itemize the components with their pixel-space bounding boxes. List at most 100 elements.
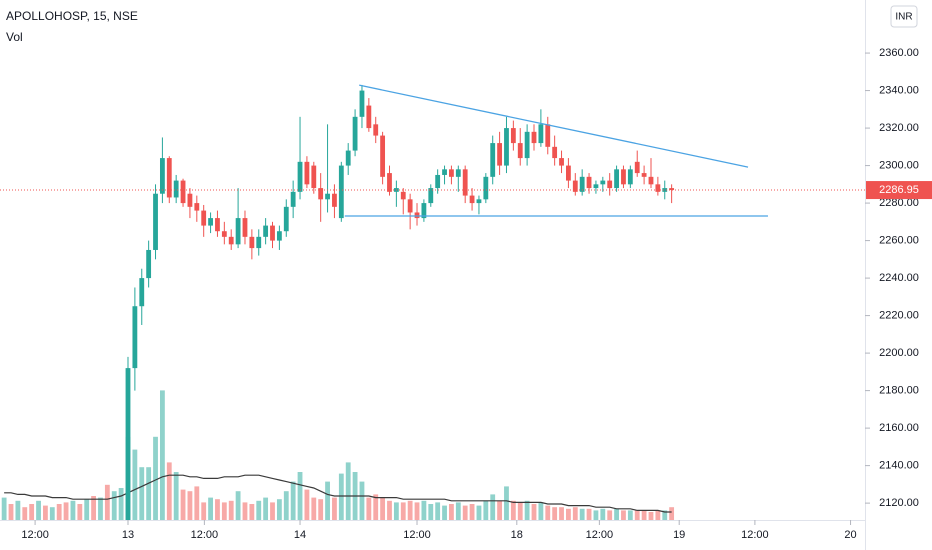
volume-bar [593,510,599,520]
volume-bar [194,486,200,520]
x-tick-label: 12:00 [403,529,431,541]
candle-body [325,193,330,200]
candle-body [201,210,207,226]
candle-body [338,165,344,219]
candle-body [242,218,248,237]
volume-bar [118,488,124,520]
volume-bar [469,504,475,520]
volume-bar [359,481,365,520]
volume-bar [139,467,145,520]
volume-bar [8,504,14,520]
volume-bar [318,499,324,520]
plot-area [0,84,865,520]
candle-body [352,116,358,151]
volume-bar [263,497,269,520]
volume-bar [662,510,668,520]
candle-body [669,188,675,191]
volume-bar [414,502,420,520]
volume-bar [256,500,262,520]
volume-bar [332,497,337,520]
volume-bar [476,505,482,520]
candle-body [600,180,606,185]
candle-body [593,184,599,189]
candle-body [655,184,661,192]
candle-body [166,158,172,198]
volume-bar [242,502,248,520]
volume-bar [63,502,69,520]
candle-body [634,161,640,174]
candle-body [455,169,461,177]
candle-body [483,176,489,200]
volume-bar [1,497,7,520]
y-tick-label: 2240.00 [879,272,919,284]
candle-body [304,161,310,185]
volume-bar [566,508,571,520]
candle-body [221,231,227,237]
chart-title: APOLLOHOSP, 15, NSE [6,9,138,23]
y-tick-label: 2180.00 [879,385,919,397]
candle-body [173,180,179,198]
volume-bar [531,504,537,520]
candle-body [387,173,392,192]
candle-body [545,124,551,147]
volume-bar [517,502,523,520]
volume-bar [572,507,578,520]
volume-bar [36,500,41,520]
last-price-label: 2286.95 [879,184,919,196]
candle-body [249,236,255,249]
candle-body [359,90,365,117]
y-tick-label: 2160.00 [879,422,919,434]
volume-bar [552,507,558,520]
candle-body [215,218,220,232]
candle-body [276,231,282,241]
x-tick-label: 12:00 [21,529,49,541]
volume-bar [497,500,503,520]
currency-label[interactable]: INR [895,12,912,23]
volume-bar [655,510,661,520]
volume-bar [228,500,234,520]
volume-bar [614,508,619,520]
y-tick-label: 2360.00 [879,47,919,59]
volume-bar [159,390,165,520]
volume-bar [325,481,330,520]
candle-body [414,212,420,219]
volume-bar [132,449,138,520]
volume-bar [297,472,303,520]
currency-badge[interactable] [890,5,918,28]
candle-body [662,188,668,192]
candle-body [648,176,654,185]
volume-bar [111,491,117,520]
volume-bar [407,500,413,520]
candle-body [614,169,619,189]
volume-bar [283,491,289,520]
candle-body [428,188,434,204]
volume-bar [607,510,613,520]
candle-body [132,306,138,369]
volume-bar [84,499,90,520]
volume-bar [393,502,399,520]
x-tick-label: 12:00 [741,529,769,541]
volume-label: Vol [6,30,23,44]
volume-bar [249,504,255,520]
volume-ma-line [4,474,672,513]
volume-bar [15,500,21,520]
candle-body [538,124,544,144]
volume-bar [462,505,468,520]
volume-bar [449,504,454,520]
candle-body [586,176,592,189]
candle-body [318,188,324,200]
volume-bar [669,507,675,520]
candle-body [524,131,530,159]
volume-bar [221,502,227,520]
candle-body [270,225,275,241]
volume-bar [455,502,461,520]
y-tick-label: 2140.00 [879,460,919,472]
candle-body [345,150,351,166]
candle-body [139,278,145,307]
candle-body [476,199,482,204]
volume-bar [600,508,606,520]
volume-bar [524,500,530,520]
volume-bar [104,484,110,520]
candle-body [607,180,613,189]
trendline [359,84,749,168]
